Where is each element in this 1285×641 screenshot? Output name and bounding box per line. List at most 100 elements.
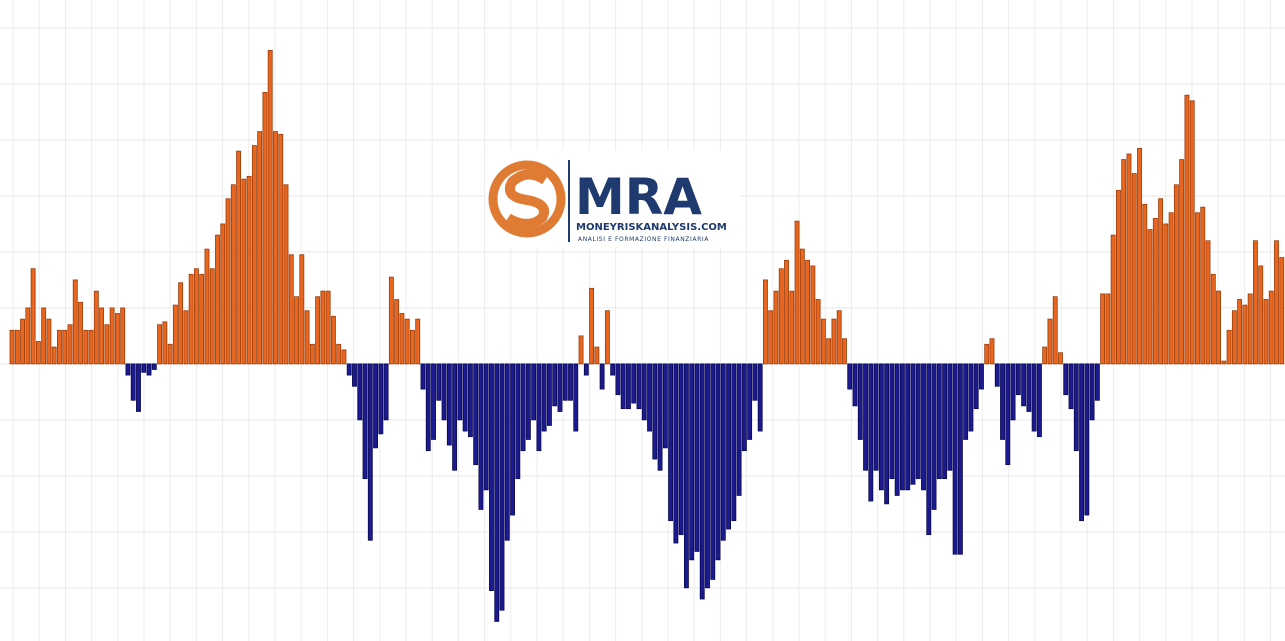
bar [1226, 329, 1232, 365]
bar [151, 363, 157, 370]
bar [1094, 363, 1100, 401]
bar [1126, 153, 1132, 365]
bar [35, 341, 41, 365]
bar [431, 363, 436, 440]
bar [520, 363, 526, 452]
bar [768, 310, 774, 365]
bar [773, 290, 779, 365]
bar [1221, 360, 1227, 365]
bar [1152, 217, 1158, 365]
bar [699, 363, 705, 600]
bar [225, 198, 231, 365]
bar [857, 363, 863, 440]
bar [1263, 299, 1269, 365]
bar [1121, 159, 1127, 365]
bar [1031, 363, 1037, 432]
bar [1163, 223, 1169, 365]
bar [67, 324, 73, 365]
bar [504, 363, 510, 541]
bar [789, 290, 795, 365]
bar [899, 363, 905, 491]
bar [1116, 189, 1121, 365]
bar [136, 363, 141, 412]
bar [251, 145, 257, 365]
bar [889, 363, 895, 480]
bar [1168, 212, 1174, 365]
bar [647, 363, 652, 432]
bar [947, 363, 953, 471]
bar [968, 363, 974, 432]
bar [341, 349, 347, 365]
bar [926, 363, 932, 536]
bar [467, 363, 473, 438]
bar [194, 268, 199, 365]
bar [604, 310, 610, 365]
bar [1047, 318, 1053, 365]
bar [652, 363, 658, 460]
bar [199, 273, 205, 365]
bar [1063, 363, 1069, 396]
bar [878, 363, 884, 491]
bar [884, 363, 890, 505]
bar [942, 363, 948, 480]
bar [25, 307, 31, 365]
bar [599, 363, 605, 390]
bar [1105, 293, 1111, 365]
bar [1100, 293, 1106, 365]
bar [626, 363, 631, 410]
bar [262, 91, 268, 365]
bar [489, 363, 494, 592]
bar [172, 304, 178, 365]
bar [357, 363, 363, 421]
bar [799, 248, 805, 365]
bar [383, 363, 389, 421]
bar [1274, 240, 1279, 365]
bar [109, 307, 115, 365]
bar [921, 363, 926, 491]
bar [715, 363, 721, 561]
bar [204, 248, 210, 365]
bar [805, 259, 811, 365]
bar [315, 296, 321, 365]
bar [188, 273, 194, 365]
bar [415, 318, 421, 365]
bar [1068, 363, 1074, 410]
bar [747, 363, 753, 440]
bar [994, 363, 1000, 387]
bar [1268, 290, 1274, 365]
bar [14, 329, 20, 365]
bar [30, 268, 36, 365]
bar [1010, 363, 1016, 421]
bar [183, 310, 189, 365]
bar [673, 363, 679, 544]
bar [1000, 363, 1005, 440]
bar [863, 363, 868, 471]
bar [820, 318, 826, 365]
bar [657, 363, 663, 471]
bar [294, 296, 299, 365]
bar [283, 184, 289, 365]
bar [1058, 352, 1063, 365]
bar [157, 324, 162, 365]
bar [457, 363, 463, 421]
bar [309, 343, 315, 365]
bar [694, 363, 700, 552]
bar [325, 290, 331, 365]
bar [304, 310, 310, 365]
bar [220, 223, 226, 365]
bar [741, 363, 747, 452]
bar [552, 363, 558, 407]
bar [267, 49, 273, 365]
bar [668, 363, 674, 522]
bar [525, 363, 531, 440]
bar [230, 184, 236, 365]
bar [842, 338, 847, 365]
bar [931, 363, 937, 510]
bar [57, 329, 62, 365]
bar [120, 307, 126, 365]
bar [1021, 363, 1027, 407]
bar [620, 363, 626, 410]
bar [583, 363, 589, 376]
bar [1200, 206, 1206, 365]
bar [515, 363, 521, 480]
